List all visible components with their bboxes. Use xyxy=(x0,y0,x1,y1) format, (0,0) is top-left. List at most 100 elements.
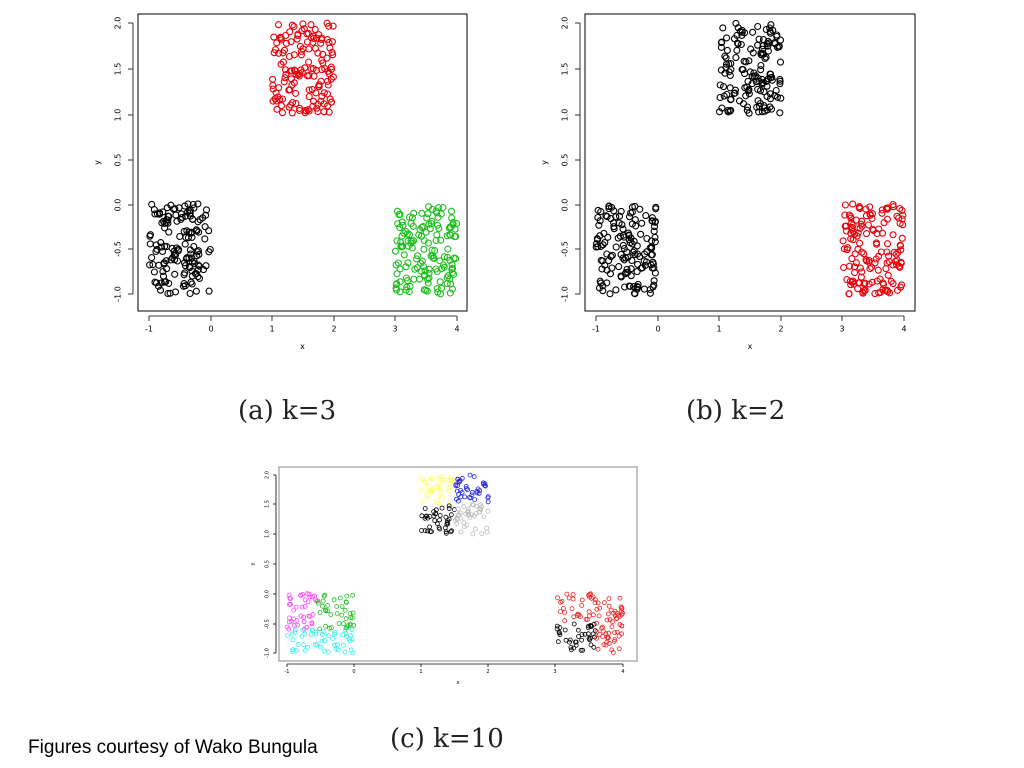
data-point xyxy=(323,77,332,85)
data-point xyxy=(299,604,305,610)
data-point xyxy=(862,212,870,220)
data-point xyxy=(295,622,301,628)
y-tick-label: 1.5 xyxy=(265,500,271,508)
data-point xyxy=(419,499,425,505)
data-point xyxy=(854,245,862,253)
data-point xyxy=(288,21,296,29)
data-point xyxy=(641,261,649,269)
data-point xyxy=(321,593,327,599)
x-tick-label: 0 xyxy=(208,325,213,334)
data-point xyxy=(194,200,202,208)
data-point xyxy=(484,525,490,531)
data-point xyxy=(399,242,407,250)
data-point xyxy=(474,490,480,496)
data-point xyxy=(877,288,885,296)
data-point xyxy=(280,78,288,86)
data-point xyxy=(298,593,304,598)
data-point xyxy=(275,49,283,57)
data-point xyxy=(331,642,337,648)
data-point xyxy=(443,253,451,262)
data-point xyxy=(467,472,473,478)
data-point xyxy=(439,203,447,212)
data-point xyxy=(605,611,611,617)
data-point xyxy=(594,620,599,626)
data-point xyxy=(403,283,411,291)
data-point xyxy=(484,529,490,535)
data-point xyxy=(324,102,332,110)
data-point xyxy=(606,290,614,298)
data-point xyxy=(151,210,159,218)
data-point xyxy=(344,593,350,599)
data-point xyxy=(307,21,315,29)
data-point xyxy=(282,39,290,47)
data-point xyxy=(325,108,333,116)
data-point xyxy=(154,282,163,290)
data-point xyxy=(463,484,469,489)
data-point xyxy=(595,284,604,292)
data-point xyxy=(437,210,445,218)
data-point xyxy=(164,219,172,227)
data-point xyxy=(618,221,626,229)
data-point xyxy=(625,231,633,239)
data-point xyxy=(586,631,591,637)
data-point xyxy=(422,528,428,534)
data-point xyxy=(737,40,745,49)
data-point xyxy=(152,241,160,249)
data-point xyxy=(412,255,421,263)
data-point xyxy=(722,54,730,62)
data-point xyxy=(445,224,453,232)
data-point xyxy=(650,227,658,235)
data-point xyxy=(432,236,440,245)
credit-text: Figures courtesy of Wako Bungula xyxy=(28,737,318,758)
data-point xyxy=(156,209,164,217)
data-point xyxy=(646,244,654,252)
data-point xyxy=(333,646,339,652)
data-point xyxy=(606,603,612,609)
data-point xyxy=(716,93,724,102)
data-point xyxy=(195,262,203,270)
data-point xyxy=(290,637,296,643)
data-point xyxy=(305,86,313,94)
data-point xyxy=(452,255,460,263)
data-point xyxy=(183,254,191,262)
data-point xyxy=(868,214,876,223)
data-point xyxy=(477,488,483,493)
data-point xyxy=(465,506,471,512)
data-point xyxy=(597,256,605,264)
data-point xyxy=(617,595,623,601)
data-point xyxy=(871,290,879,298)
data-point xyxy=(305,58,313,66)
data-point xyxy=(430,487,436,493)
y-tick-label: 1.5 xyxy=(113,63,122,76)
data-point xyxy=(347,622,353,628)
data-point xyxy=(875,252,883,260)
data-point xyxy=(285,103,293,111)
data-point xyxy=(625,236,633,244)
data-point xyxy=(722,63,730,71)
data-point xyxy=(642,212,650,220)
data-point xyxy=(434,484,440,490)
data-point xyxy=(186,206,194,214)
data-point xyxy=(757,61,765,70)
data-point xyxy=(862,230,871,238)
data-point xyxy=(759,36,768,44)
data-point xyxy=(456,478,462,484)
data-point xyxy=(422,479,428,485)
data-point xyxy=(273,105,281,113)
data-point xyxy=(323,19,331,27)
data-point xyxy=(305,599,311,605)
data-point xyxy=(569,647,574,653)
data-point xyxy=(600,634,605,639)
data-point xyxy=(344,634,349,639)
data-point xyxy=(322,592,328,598)
data-point xyxy=(305,644,311,650)
data-point xyxy=(410,209,418,217)
data-point xyxy=(436,480,441,486)
data-point xyxy=(594,213,602,222)
data-point xyxy=(311,25,319,34)
data-point xyxy=(878,229,887,237)
data-point xyxy=(569,606,575,611)
data-point xyxy=(603,266,611,274)
data-point xyxy=(307,594,313,600)
data-point xyxy=(604,635,610,640)
